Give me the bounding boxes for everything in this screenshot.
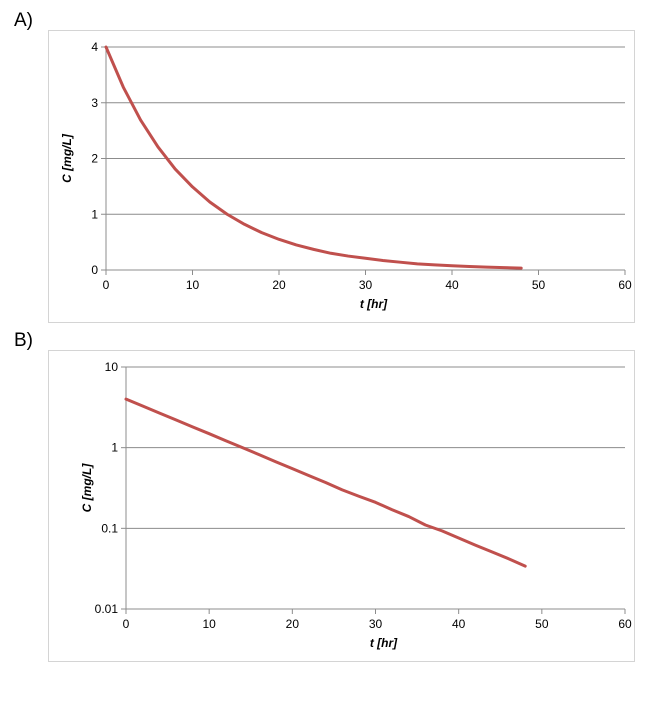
- chart-b-x-tick-label: 30: [369, 617, 383, 631]
- chart-b-y-tick-label: 0.1: [101, 521, 118, 535]
- chart-b-y-axis-title: C [mg/L]: [80, 463, 94, 513]
- panel-a-label: A): [14, 10, 33, 31]
- chart-a-x-tick-label: 20: [272, 278, 286, 292]
- chart-a-y-tick-label: 3: [91, 96, 98, 110]
- chart-b-series-line: [124, 397, 527, 568]
- chart-b-x-tick-label: 10: [202, 617, 216, 631]
- chart-b-x-tick-label: 40: [452, 617, 466, 631]
- chart-a-x-tick-label: 40: [445, 278, 459, 292]
- chart-a-y-tick-label: 4: [91, 40, 98, 54]
- chart-b-frame: [48, 350, 635, 662]
- chart-a-frame: [48, 30, 635, 323]
- panel-b-label: B): [14, 330, 33, 351]
- chart-a-x-tick-label: 30: [359, 278, 373, 292]
- chart-b-y-tick-label: 10: [105, 360, 119, 374]
- chart-a-y-axis-title: C [mg/L]: [60, 133, 74, 183]
- chart-a-x-tick-label: 50: [532, 278, 546, 292]
- chart-b-x-axis-title: t [hr]: [370, 636, 398, 650]
- chart-a-x-axis-title: t [hr]: [360, 297, 388, 311]
- chart-a-x-tick-label: 10: [186, 278, 200, 292]
- chart-a-x-tick-label: 0: [103, 278, 110, 292]
- chart-b-x-tick-label: 20: [286, 617, 300, 631]
- chart-a-y-tick-label: 2: [91, 152, 98, 166]
- chart-b-x-tick-label: 0: [123, 617, 130, 631]
- chart-b-x-tick-label: 50: [535, 617, 549, 631]
- chart-b-x-tick-label: 60: [618, 617, 632, 631]
- chart-a-y-tick-label: 0: [91, 263, 98, 277]
- chart-a-series-line: [104, 45, 523, 270]
- chart-b-y-tick-label: 0.01: [95, 602, 119, 616]
- chart-b-y-tick-label: 1: [111, 441, 118, 455]
- chart-a-y-tick-label: 1: [91, 207, 98, 221]
- chart-a-x-tick-label: 60: [618, 278, 632, 292]
